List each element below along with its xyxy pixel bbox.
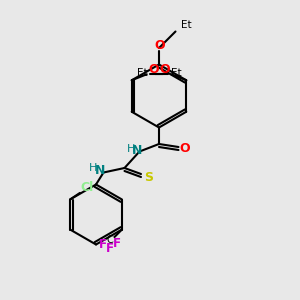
Text: F: F <box>99 238 107 251</box>
Text: N: N <box>95 164 105 177</box>
Text: O: O <box>154 39 165 52</box>
Text: Et: Et <box>181 20 191 31</box>
Text: O: O <box>179 142 190 155</box>
Text: H: H <box>127 144 135 154</box>
Text: C: C <box>106 235 113 245</box>
Text: F: F <box>106 242 114 255</box>
Text: O: O <box>148 63 159 76</box>
Text: N: N <box>132 144 142 158</box>
Text: H: H <box>89 163 97 173</box>
Text: Et: Et <box>137 68 147 78</box>
Text: Cl: Cl <box>80 181 94 194</box>
Text: S: S <box>144 171 153 184</box>
Text: Et: Et <box>171 68 181 78</box>
Text: F: F <box>113 237 121 250</box>
Text: O: O <box>159 63 170 76</box>
